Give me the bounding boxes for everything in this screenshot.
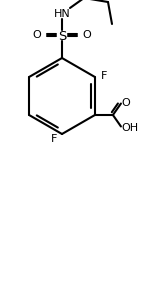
Text: O: O (83, 30, 91, 40)
Text: F: F (101, 71, 107, 81)
Text: O: O (122, 97, 130, 108)
Text: HN: HN (54, 9, 70, 19)
Text: F: F (51, 134, 57, 144)
Text: OH: OH (121, 123, 139, 134)
Text: S: S (58, 29, 66, 42)
Text: O: O (33, 30, 41, 40)
